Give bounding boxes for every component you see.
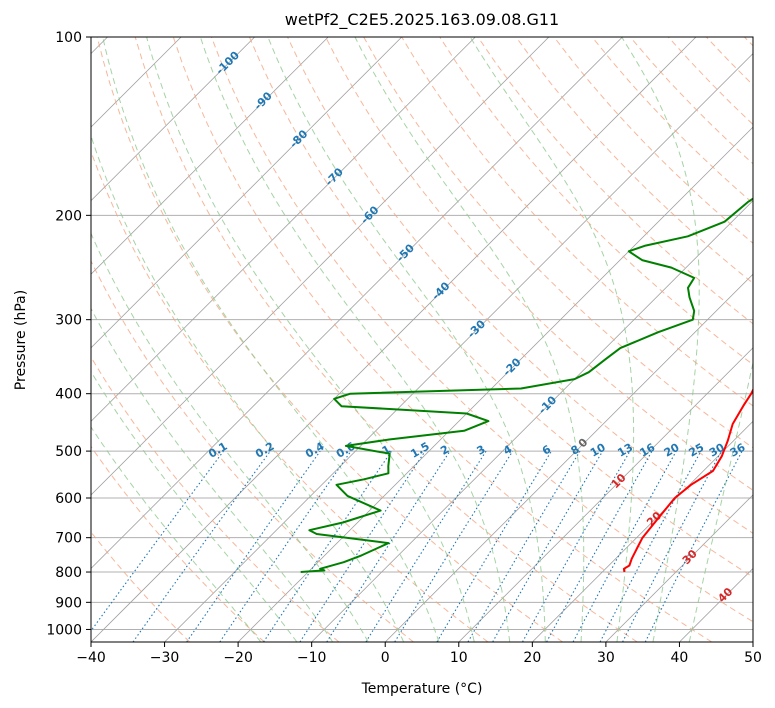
dry-adiabat-130 <box>515 37 753 284</box>
dry-adiabat-20 <box>96 37 563 642</box>
mixing-ratio-line-13 <box>522 450 631 642</box>
isotherm--80 <box>91 37 403 349</box>
y-tick-label: 800 <box>55 565 82 581</box>
moist-adiabat-25 <box>354 37 585 642</box>
mixing-ratio-line-0.2 <box>132 450 271 642</box>
x-tick-label: −20 <box>223 650 253 666</box>
x-axis-ticks: −40 −30 −20 −10 0 10 20 30 40 50 <box>76 642 762 666</box>
y-tick-label: 600 <box>55 491 82 507</box>
moist-adiabats <box>91 37 753 642</box>
mixing-ratio-line-20 <box>572 450 677 642</box>
x-tick-label: −10 <box>297 650 327 666</box>
x-tick-label: 50 <box>744 650 762 666</box>
isotherm--100 <box>91 37 255 202</box>
moist-adiabat--10 <box>91 307 334 642</box>
isotherm--70 <box>91 37 476 422</box>
moist-adiabat-40 <box>688 360 753 642</box>
dry-adiabat--10 <box>91 356 340 642</box>
isotherm--60 <box>91 37 550 496</box>
moist-adiabat--5 <box>91 232 369 642</box>
profile-series <box>300 197 753 573</box>
chart-title: wetPf2_C2E5.2025.163.09.08.G11 <box>285 10 559 30</box>
x-tick-label: 20 <box>523 650 541 666</box>
x-tick-label: 10 <box>450 650 468 666</box>
isotherm-20 <box>532 420 753 642</box>
isotherm--40 <box>91 37 697 642</box>
mixing-ratio-line-1.5 <box>299 450 426 642</box>
dry-adiabat-70 <box>287 37 753 534</box>
isotherm-30 <box>605 494 753 642</box>
mixing-ratio-line-36 <box>644 450 743 642</box>
mixing-ratio-line-0.1 <box>91 450 224 632</box>
plot-frame <box>90 36 754 643</box>
mixing-ratio-line-2 <box>326 450 451 642</box>
isotherm--90 <box>91 37 329 275</box>
y-tick-label: 100 <box>55 30 82 46</box>
moist-adiabat-20 <box>267 37 546 642</box>
mixing-ratio-line-4 <box>394 450 514 642</box>
isotherm--50 <box>91 37 623 570</box>
x-tick-label: 40 <box>671 650 689 666</box>
moist-adiabat--20 <box>91 426 262 642</box>
mixing-ratio-line-1 <box>263 450 392 642</box>
mixing-ratio-line-0.4 <box>186 450 321 642</box>
y-tick-label: 900 <box>55 595 82 611</box>
dry-adiabat-50 <box>210 37 753 623</box>
mixing-ratio-lines <box>91 450 743 642</box>
temperature-line <box>622 387 753 573</box>
moist-adiabat-35 <box>621 37 700 642</box>
y-tick-label: 200 <box>55 208 82 224</box>
moist-adiabat--15 <box>91 370 298 642</box>
y-tick-label: 700 <box>55 531 82 547</box>
y-axis-ticks: 1000 900 800 700 600 500 400 300 200 100 <box>46 30 91 638</box>
x-axis-label: Temperature (°C) <box>361 681 483 697</box>
dry-adiabat-40 <box>172 37 713 642</box>
x-tick-label: −40 <box>76 650 106 666</box>
dewpoint-line <box>300 197 753 573</box>
x-tick-label: 30 <box>597 650 615 666</box>
dry-adiabat-0 <box>91 259 414 642</box>
isotherm--20 <box>237 126 753 642</box>
y-tick-label: 300 <box>55 313 82 329</box>
dry-adiabat-60 <box>248 37 753 578</box>
mixing-ratio-line-0.6 <box>219 450 352 642</box>
y-tick-label: 400 <box>55 387 82 403</box>
isotherm-0 <box>384 273 753 642</box>
dry-adiabat--20 <box>91 445 265 642</box>
x-tick-label: 0 <box>381 650 390 666</box>
isotherm-10 <box>458 347 753 642</box>
x-tick-label: −30 <box>150 650 180 666</box>
y-axis-label: Pressure (hPa) <box>13 290 29 390</box>
moist-adiabat-5 <box>102 37 440 642</box>
isotherm--30 <box>164 52 753 642</box>
mixing-ratio-line-16 <box>546 450 653 642</box>
moist-adiabat-15 <box>199 37 511 642</box>
y-tick-label: 500 <box>55 444 82 460</box>
y-tick-label: 1000 <box>46 622 82 638</box>
dry-adiabats <box>91 37 753 642</box>
moist-adiabat-0 <box>91 134 405 642</box>
dry-adiabat-80 <box>325 37 753 491</box>
moist-adiabat-10 <box>146 37 475 642</box>
isotherm-gridlines <box>91 37 753 642</box>
dry-adiabat-30 <box>134 37 638 642</box>
